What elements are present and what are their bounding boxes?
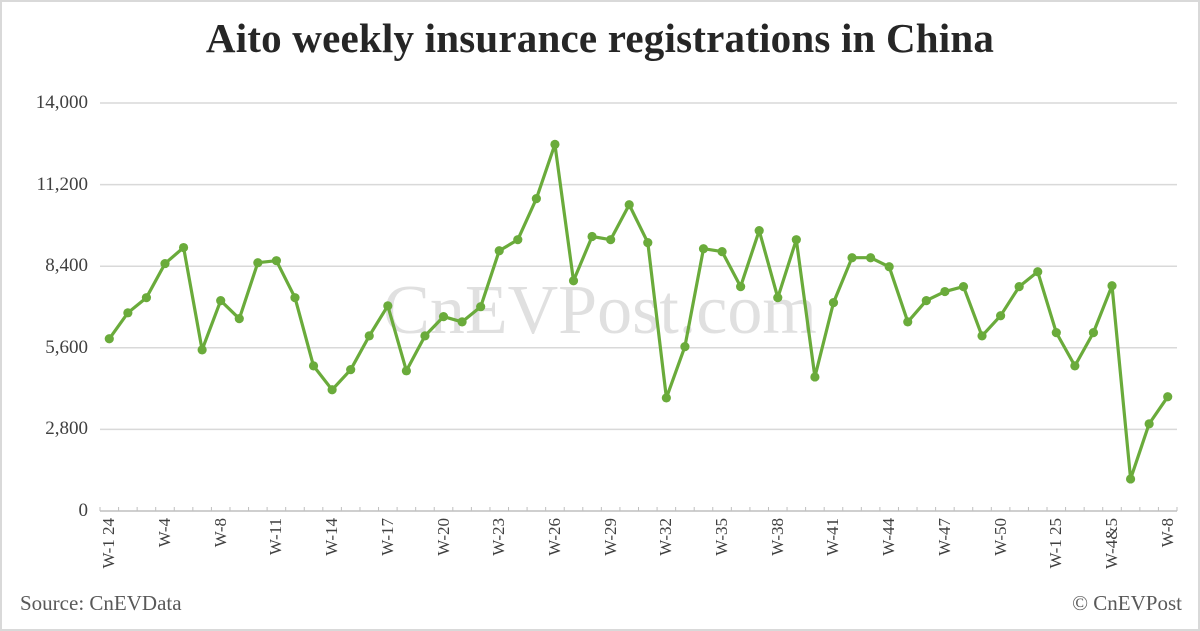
data-point-marker bbox=[160, 258, 170, 269]
data-point-marker bbox=[717, 247, 727, 257]
data-point-marker bbox=[123, 308, 133, 318]
y-tick-label: 8,400 bbox=[45, 255, 88, 277]
data-point-marker bbox=[104, 334, 114, 344]
data-point-marker bbox=[401, 366, 411, 376]
data-point-marker bbox=[773, 293, 783, 303]
data-point-marker bbox=[903, 317, 913, 327]
data-point-marker bbox=[364, 331, 374, 341]
data-point-marker bbox=[327, 385, 337, 395]
data-point-marker bbox=[940, 286, 950, 297]
data-point-marker bbox=[1107, 281, 1117, 291]
data-point-marker bbox=[643, 237, 653, 248]
y-tick-label: 2,800 bbox=[45, 418, 88, 440]
series-line bbox=[107, 142, 1170, 481]
data-point-marker bbox=[1014, 282, 1024, 292]
data-point-marker bbox=[531, 193, 541, 204]
data-point-marker bbox=[346, 365, 356, 375]
y-tick-label: 11,200 bbox=[36, 173, 88, 195]
data-point-marker bbox=[884, 262, 894, 272]
data-point-marker bbox=[791, 235, 801, 245]
data-point-marker bbox=[1088, 328, 1099, 338]
data-point-marker bbox=[587, 231, 597, 242]
data-point-marker bbox=[995, 311, 1006, 321]
data-point-marker bbox=[438, 312, 449, 322]
data-point-marker bbox=[178, 242, 189, 253]
data-point-marker bbox=[680, 342, 690, 352]
data-series-line bbox=[104, 139, 1173, 484]
data-point-marker bbox=[216, 295, 226, 306]
data-point-marker bbox=[810, 372, 820, 382]
data-point-marker bbox=[754, 226, 764, 236]
data-point-marker bbox=[866, 253, 876, 263]
data-point-marker bbox=[624, 200, 634, 210]
data-point-marker bbox=[476, 302, 486, 312]
y-tick-label: 0 bbox=[78, 500, 89, 521]
chart-title: Aito weekly insurance registrations in C… bbox=[205, 15, 995, 61]
data-point-marker bbox=[1144, 419, 1154, 429]
copyright-note: © CnEVPost bbox=[1072, 591, 1182, 615]
data-point-marker bbox=[457, 317, 467, 327]
data-point-marker bbox=[383, 301, 393, 311]
y-tick-label: 5,600 bbox=[45, 336, 88, 358]
data-point-marker bbox=[977, 331, 987, 341]
data-point-marker bbox=[606, 235, 616, 245]
data-point-marker bbox=[1033, 267, 1043, 277]
data-point-marker bbox=[736, 282, 746, 292]
data-point-marker bbox=[253, 258, 263, 268]
data-point-marker bbox=[847, 253, 857, 263]
data-point-marker bbox=[958, 282, 969, 292]
data-point-marker bbox=[513, 235, 523, 245]
source-note: Source: CnEVData bbox=[20, 591, 182, 615]
gridlines bbox=[100, 102, 1177, 431]
data-point-marker bbox=[921, 295, 931, 306]
x-axis bbox=[99, 507, 1178, 512]
data-point-marker bbox=[234, 314, 244, 324]
data-point-marker bbox=[1051, 328, 1061, 338]
y-tick-label: 14,000 bbox=[35, 92, 88, 113]
data-point-marker bbox=[420, 331, 430, 341]
watermark: CnEVPost.com bbox=[383, 272, 817, 349]
data-point-marker bbox=[1070, 361, 1080, 371]
data-point-marker bbox=[568, 276, 579, 286]
data-point-marker bbox=[290, 293, 300, 303]
data-point-marker bbox=[1163, 392, 1173, 402]
data-point-marker bbox=[1125, 474, 1136, 484]
data-point-marker bbox=[308, 361, 319, 371]
data-point-marker bbox=[550, 139, 560, 149]
data-point-marker bbox=[141, 293, 152, 303]
data-point-marker bbox=[828, 298, 839, 308]
data-point-marker bbox=[494, 246, 504, 256]
data-point-marker bbox=[271, 256, 282, 266]
data-point-marker bbox=[197, 345, 207, 355]
data-point-marker bbox=[698, 244, 709, 254]
data-point-marker bbox=[661, 393, 671, 403]
